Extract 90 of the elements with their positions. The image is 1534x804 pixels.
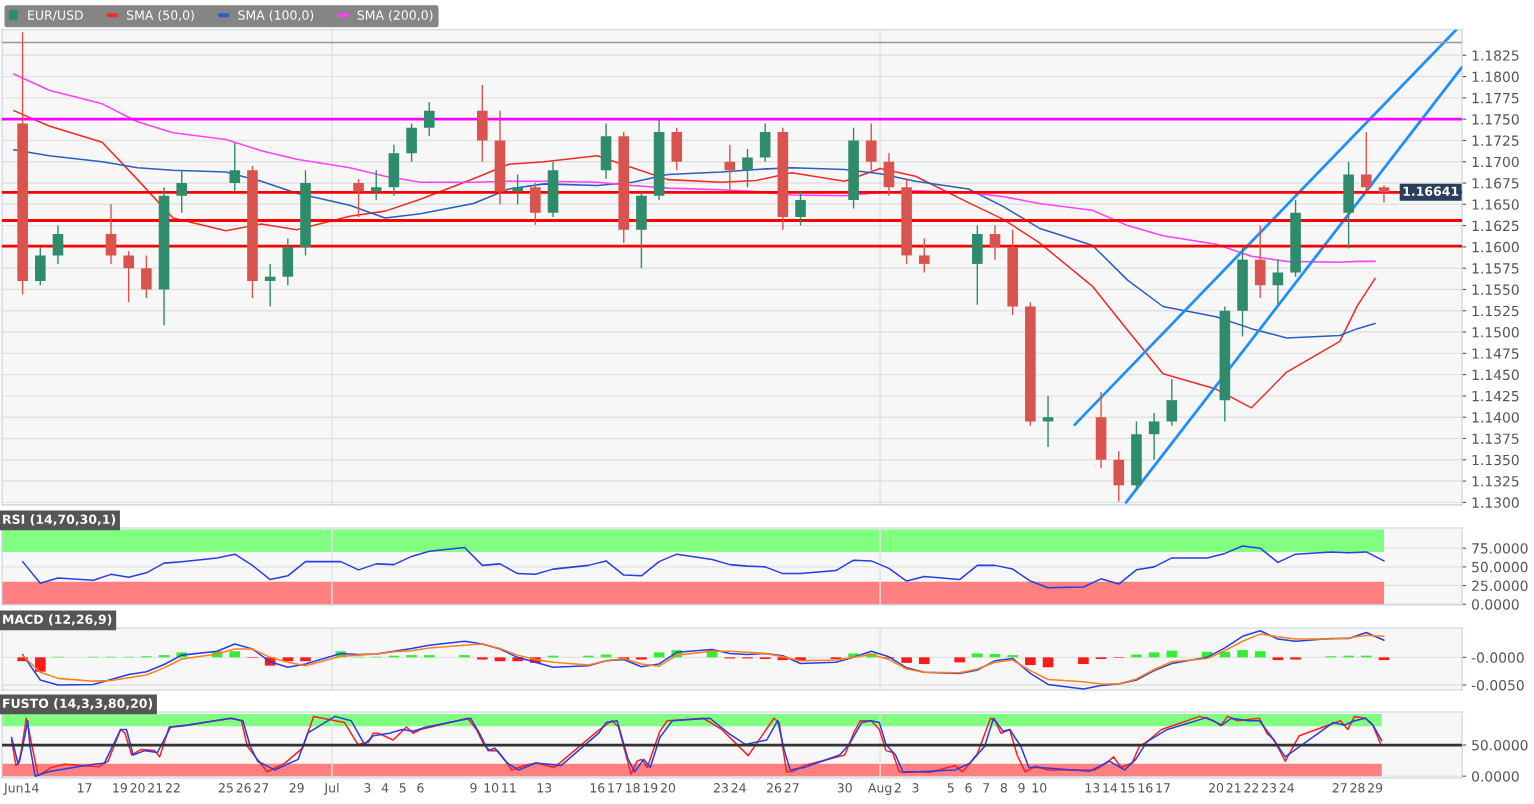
- x-tick-label: 3: [912, 783, 919, 793]
- x-tick-label: 17: [77, 783, 92, 793]
- x-tick-label: 27: [254, 783, 269, 793]
- y-tick-label: 1.1550: [1472, 284, 1519, 295]
- y-tick-label: 1.1500: [1472, 327, 1519, 338]
- x-tick-label: 23: [1262, 783, 1276, 793]
- x-tick-label: 23: [713, 783, 728, 793]
- x-tick-label: 13: [537, 783, 552, 793]
- y-tick-label: 1.1325: [1472, 476, 1519, 487]
- legend-label: SMA (50,0): [126, 10, 194, 22]
- ref-line-label: 1.16641: [1403, 186, 1459, 196]
- x-tick-label: 14: [24, 783, 39, 793]
- chart-title: RSI (14,70,30,1): [3, 514, 116, 526]
- y-tick-label: 50.0000: [1472, 561, 1528, 573]
- x-tick-label: 4: [381, 783, 389, 793]
- y-tick-label: 1.1700: [1472, 156, 1519, 168]
- x-tick-label: 8: [1000, 783, 1007, 793]
- chart-title: FUSTO (14,3,3,80,20): [3, 698, 153, 710]
- x-tick-label: 14: [1103, 783, 1118, 793]
- x-tick-label: 24: [1279, 783, 1294, 793]
- x-tick-label: 5: [947, 783, 954, 793]
- y-tick-label: -0.0000: [1471, 652, 1524, 663]
- x-tick-label: 6: [417, 783, 424, 793]
- y-tick-label: 1.1750: [1472, 114, 1519, 125]
- y-tick-label: 0.0000: [1472, 771, 1519, 782]
- y-tick-label: 1.1800: [1472, 71, 1519, 83]
- x-tick-label: 29: [1368, 783, 1383, 793]
- y-tick-label: 1.1350: [1472, 454, 1519, 466]
- legend-label: SMA (100,0): [238, 10, 314, 22]
- x-tick-label: 21: [148, 783, 163, 793]
- y-tick-label: 1.1300: [1472, 497, 1519, 508]
- y-tick-label: 1.1625: [1472, 220, 1519, 232]
- x-tick-label: 26: [766, 783, 782, 793]
- x-tick-label: 28: [1350, 783, 1365, 793]
- y-tick-label: 1.1825: [1472, 50, 1519, 61]
- y-tick-label: 1.1525: [1472, 305, 1519, 317]
- y-tick-label: 1.1450: [1472, 369, 1519, 381]
- x-tick-label: 17: [1156, 783, 1170, 793]
- x-tick-label: 5: [399, 783, 406, 793]
- x-tick-label: 6: [965, 783, 972, 793]
- x-tick-label: Aug: [867, 783, 892, 795]
- x-tick-label: 20: [130, 783, 145, 793]
- x-tick-label: 21: [1226, 783, 1241, 793]
- x-tick-label: 24: [731, 783, 746, 793]
- x-tick-label: 16: [590, 783, 605, 793]
- x-tick-label: 10: [1032, 783, 1047, 793]
- x-tick-label: 16: [1138, 783, 1153, 793]
- y-tick-label: 75.0000: [1472, 543, 1528, 554]
- x-tick-label: 26: [236, 783, 251, 793]
- legend-label: EUR/USD: [28, 10, 83, 21]
- x-tick-label: 10: [484, 783, 499, 793]
- y-tick-label: 1.1400: [1472, 412, 1519, 423]
- x-tick-label: 27: [1332, 783, 1347, 793]
- x-tick-label: 30: [837, 783, 852, 793]
- chart-title: MACD (12,26,9): [3, 614, 112, 626]
- x-tick-label: 7: [983, 783, 990, 793]
- x-tick-label: 25: [218, 783, 233, 793]
- x-tick-label: 19: [643, 783, 658, 793]
- x-tick-label: 20: [1208, 783, 1224, 793]
- x-tick-label: 9: [470, 783, 477, 793]
- x-tick-label: 22: [1244, 783, 1259, 793]
- x-tick-label: 9: [1018, 783, 1025, 793]
- x-tick-label: 15: [1121, 783, 1135, 793]
- x-tick-label: 17: [608, 783, 622, 793]
- x-tick-label: 27: [784, 783, 799, 793]
- y-tick-label: 1.1650: [1472, 199, 1519, 210]
- x-tick-label: 29: [289, 783, 304, 793]
- y-tick-label: 1.1375: [1472, 433, 1519, 444]
- y-tick-label: 0.0000: [1472, 599, 1519, 610]
- y-tick-label: 1.1425: [1472, 390, 1519, 402]
- x-tick-label: Jul: [323, 782, 339, 795]
- y-tick-label: 1.1725: [1472, 135, 1519, 146]
- x-tick-label: 19: [113, 783, 127, 793]
- x-tick-label: 22: [165, 783, 180, 793]
- y-tick-label: 1.1600: [1472, 241, 1519, 253]
- legend-label: SMA (200,0): [357, 10, 433, 22]
- y-tick-label: 1.1575: [1472, 263, 1519, 274]
- x-tick-label: 13: [1085, 783, 1100, 793]
- x-tick-label: 11: [502, 783, 516, 793]
- y-tick-label: 50.0000: [1472, 740, 1528, 751]
- x-tick-label: Jun: [3, 783, 23, 795]
- y-tick-label: -0.0050: [1471, 679, 1524, 691]
- y-tick-label: 1.1775: [1472, 93, 1519, 104]
- x-tick-label: 20: [660, 783, 676, 793]
- y-tick-label: 1.1675: [1472, 178, 1519, 189]
- x-tick-label: 18: [626, 783, 640, 793]
- x-tick-label: 3: [364, 783, 371, 793]
- y-tick-label: 1.1475: [1472, 348, 1519, 359]
- y-tick-label: 25.0000: [1472, 580, 1528, 592]
- x-tick-label: 2: [894, 783, 901, 793]
